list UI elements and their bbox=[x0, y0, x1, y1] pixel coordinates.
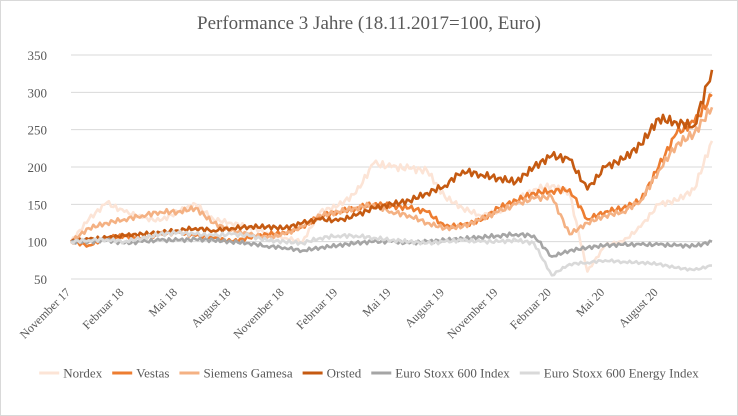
y-tick-label: 100 bbox=[28, 235, 48, 250]
legend-label: Orsted bbox=[327, 366, 362, 381]
x-tick-label: November 19 bbox=[444, 285, 500, 341]
legend-label: Siemens Gamesa bbox=[203, 366, 292, 381]
x-tick-label: August 19 bbox=[402, 285, 447, 330]
legend-label: Vestas bbox=[136, 366, 169, 381]
legend-label: Nordex bbox=[63, 366, 102, 381]
series-line-vestas bbox=[70, 93, 713, 248]
y-tick-label: 350 bbox=[28, 48, 48, 63]
x-tick-label: August 20 bbox=[616, 285, 661, 330]
x-tick-label: Februar 19 bbox=[293, 285, 340, 332]
legend-item[interactable]: Euro Stoxx 600 Energy Index bbox=[519, 366, 700, 381]
series-line-euro-stoxx-600-energy-index bbox=[70, 229, 713, 277]
legend-item[interactable]: Orsted bbox=[302, 366, 362, 381]
legend-item[interactable]: Nordex bbox=[39, 366, 103, 381]
x-tick-label: Mai 19 bbox=[359, 285, 393, 319]
y-tick-label: 150 bbox=[28, 197, 48, 212]
y-tick-label: 300 bbox=[28, 85, 48, 100]
x-tick-label: Mai 18 bbox=[146, 285, 180, 319]
x-tick-label: Februar 18 bbox=[80, 285, 127, 332]
series-line-euro-stoxx-600-index bbox=[70, 231, 713, 258]
x-tick-label: Mai 20 bbox=[573, 285, 607, 319]
x-tick-label: August 18 bbox=[188, 285, 233, 330]
legend-label: Euro Stoxx 600 Energy Index bbox=[544, 366, 700, 381]
legend-item[interactable]: Euro Stoxx 600 Index bbox=[371, 366, 510, 381]
legend-item[interactable]: Vestas bbox=[112, 366, 169, 381]
series-line-orsted bbox=[70, 69, 714, 244]
y-tick-label: 200 bbox=[28, 160, 48, 175]
y-tick-label: 250 bbox=[28, 123, 48, 138]
y-tick-label: 50 bbox=[34, 272, 47, 287]
chart-title: Performance 3 Jahre (18.11.2017=100, Eur… bbox=[197, 13, 541, 34]
legend-label: Euro Stoxx 600 Index bbox=[395, 366, 510, 381]
legend-item[interactable]: Siemens Gamesa bbox=[179, 366, 293, 381]
x-tick-label: Februar 20 bbox=[507, 285, 554, 332]
x-tick-label: November 17 bbox=[17, 285, 73, 341]
series-line-siemens-gamesa bbox=[70, 106, 714, 243]
x-tick-label: November 18 bbox=[230, 285, 286, 341]
